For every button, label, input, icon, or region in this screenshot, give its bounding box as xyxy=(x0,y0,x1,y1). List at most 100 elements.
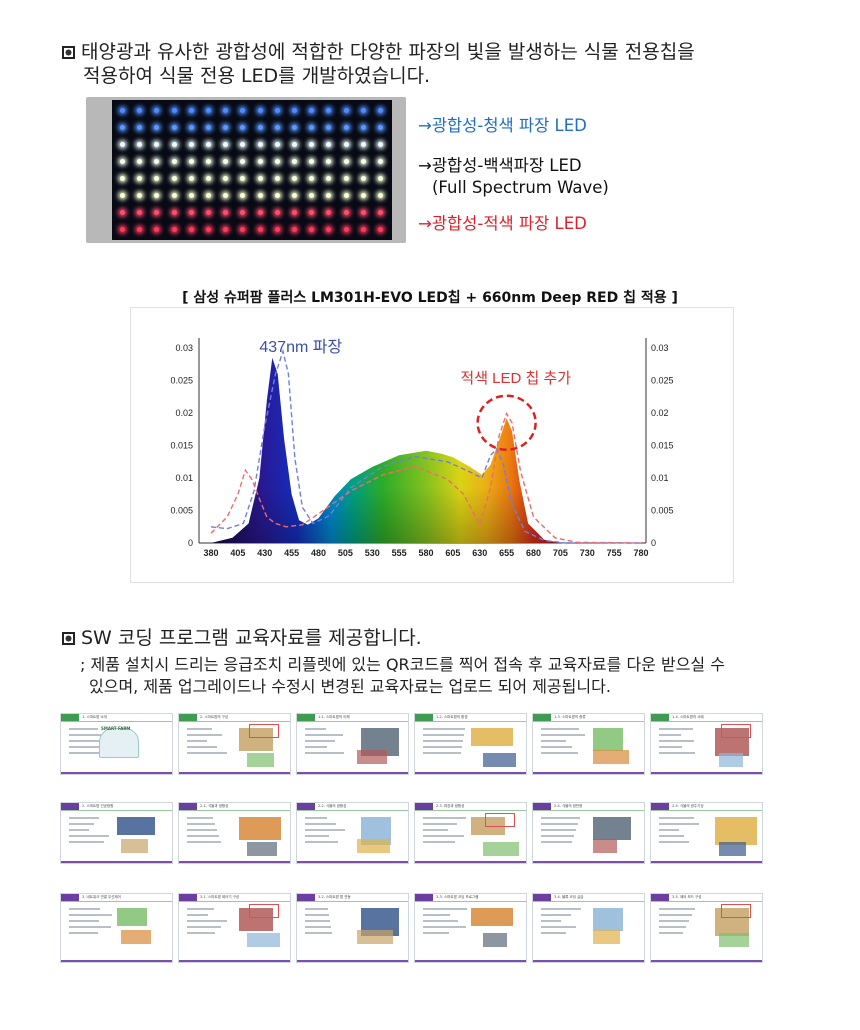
slide-thumbnail: 3-1. 스마트팜 제어기 구성 xyxy=(178,893,291,963)
slide-text-line xyxy=(541,734,585,736)
led-dot xyxy=(171,227,177,232)
slide-text-line xyxy=(659,920,689,922)
led-dot xyxy=(378,159,383,164)
slide-text-line xyxy=(541,746,572,748)
slide-text-line xyxy=(187,932,215,934)
slide-text-line xyxy=(541,920,561,922)
slide-tag xyxy=(179,894,197,901)
slide-text-line xyxy=(423,926,466,928)
y-tick-label-right: 0.02 xyxy=(651,408,669,418)
slide-text-line xyxy=(187,734,222,736)
slide-text-line xyxy=(187,728,212,730)
led-dot xyxy=(292,193,297,198)
slide-text-line xyxy=(305,926,331,928)
slide-title: 3-4. 블록 코딩 실습 xyxy=(554,895,584,899)
led-dot xyxy=(274,227,280,232)
slide-text-line xyxy=(659,734,681,736)
led-dot xyxy=(137,210,143,215)
slide-text-line xyxy=(69,817,99,819)
led-dot xyxy=(206,159,211,164)
slide-text-line xyxy=(187,829,217,831)
slide-text-line xyxy=(187,823,215,825)
slide-footer-bar xyxy=(61,861,172,863)
slide-footer-bar xyxy=(651,960,762,962)
slide-image xyxy=(471,728,513,746)
slide-text-line xyxy=(423,752,461,754)
y-tick-label-left: 0.01 xyxy=(175,473,193,483)
slide-tag xyxy=(415,803,433,810)
slide-tag xyxy=(61,714,79,721)
slide-thumbnail: 1-4. 스마트팜의 사례 xyxy=(650,713,763,775)
slide-tag xyxy=(533,894,551,901)
led-dot xyxy=(188,125,194,130)
section2-subline-2: 있으며, 제품 업그레이드나 수정시 변경된 교육자료는 업로드 되어 제공됩니… xyxy=(89,677,611,696)
slide-text-line xyxy=(187,920,227,922)
slide-text-line xyxy=(541,841,572,843)
led-dot xyxy=(292,176,297,181)
slide-title: 2-4. 식물의 광반응 xyxy=(554,804,583,808)
led-dot xyxy=(188,210,194,215)
led-label-white-2: (Full Spectrum Wave) xyxy=(432,178,609,197)
slide-text-line xyxy=(541,932,566,934)
annotation-red-chip: 적색 LED 칩 추가 xyxy=(460,370,571,387)
led-dot xyxy=(188,193,194,198)
slide-text-line xyxy=(69,829,89,831)
led-dot xyxy=(223,159,229,164)
led-dot xyxy=(154,108,160,113)
led-dot xyxy=(378,125,383,130)
slide-footer-bar xyxy=(651,772,762,774)
slide-image xyxy=(719,753,743,767)
led-dot xyxy=(309,108,315,113)
led-dot xyxy=(188,142,194,147)
led-dot xyxy=(360,108,366,113)
slide-title: 3-3. 스마트팜 코딩 프로그램 xyxy=(436,895,479,899)
slide-text-line xyxy=(423,728,465,730)
slide-thumbnail: 2-1. 식물과 광합성 xyxy=(178,802,291,864)
x-tick-label: 755 xyxy=(607,548,622,558)
slide-text-line xyxy=(541,817,580,819)
slide-image xyxy=(117,908,147,926)
slide-tag xyxy=(651,714,669,721)
slide-text-line xyxy=(187,841,221,843)
x-tick-label: 680 xyxy=(526,548,541,558)
led-dot xyxy=(206,176,211,181)
slide-text-line xyxy=(305,914,329,916)
x-tick-label: 530 xyxy=(365,548,380,558)
slide-header xyxy=(533,894,644,902)
section2-subline-1: ; 제품 설치시 드리는 응급조치 리플렛에 있는 QR코드를 찍어 접속 후 … xyxy=(80,655,725,674)
led-dot xyxy=(309,210,315,215)
slide-text-line xyxy=(69,823,94,825)
led-dot xyxy=(378,210,383,215)
slide-text-line xyxy=(187,908,214,910)
led-dot xyxy=(343,193,349,198)
led-dot xyxy=(240,125,246,130)
slide-image xyxy=(483,753,516,767)
led-dot xyxy=(292,125,297,130)
slide-text-line xyxy=(541,752,578,754)
slide-header xyxy=(61,714,172,722)
slide-thumbnail: 2-3. 파장과 광합성 xyxy=(414,802,527,864)
led-dot xyxy=(120,227,125,232)
slide-text-line xyxy=(423,835,464,837)
led-dot xyxy=(257,108,263,113)
led-dot xyxy=(240,108,246,113)
led-dot xyxy=(206,108,211,113)
slide-text-line xyxy=(187,817,213,819)
slide-thumbnail: 3-2. 스마트팜 앱 연동 xyxy=(296,893,409,963)
slide-text-line xyxy=(541,926,576,928)
slide-header xyxy=(179,894,290,902)
led-dot xyxy=(120,142,125,147)
y-tick-label-left: 0.005 xyxy=(170,506,193,516)
slide-text-line xyxy=(423,823,457,825)
slide-header xyxy=(297,714,408,722)
led-dot xyxy=(188,159,194,164)
led-dot xyxy=(326,159,332,164)
slide-text-line xyxy=(69,908,100,910)
slide-text-line xyxy=(423,932,449,934)
slide-title: 1-3. 스마트팜의 종류 xyxy=(554,715,586,719)
led-dot xyxy=(120,159,125,164)
led-dot xyxy=(120,108,125,113)
slide-title: 2-2. 식물의 광합성 xyxy=(318,804,347,808)
led-dot xyxy=(274,193,280,198)
slide-text-line xyxy=(541,914,571,916)
